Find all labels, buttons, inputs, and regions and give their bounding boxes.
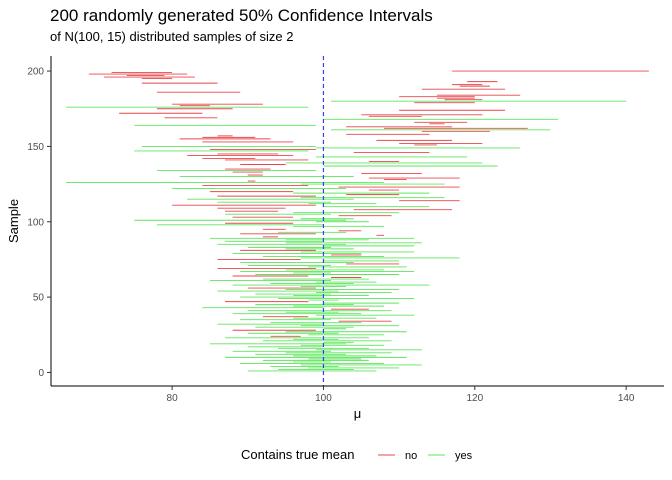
x-tick-label-100: 100 — [315, 393, 332, 404]
x-tick-label-120: 120 — [466, 393, 483, 404]
x-tick-label-140: 140 — [618, 393, 635, 404]
y-axis-title: Sample — [6, 199, 21, 243]
y-axis-ticks: 0 50 100 150 200 — [27, 67, 51, 379]
x-tick-label-80: 80 — [167, 393, 179, 404]
y-tick-label-200: 200 — [27, 67, 44, 78]
y-tick-label-150: 150 — [27, 142, 44, 153]
legend-label-yes: yes — [455, 450, 473, 462]
y-tick-label-0: 0 — [38, 368, 44, 379]
y-tick-label-50: 50 — [33, 293, 45, 304]
chart-subtitle: of N(100, 15) distributed samples of siz… — [50, 29, 294, 44]
legend-label-no: no — [405, 450, 417, 462]
y-tick-label-100: 100 — [27, 217, 44, 228]
interval-layer — [66, 70, 649, 372]
legend: Contains true mean no yes — [241, 447, 473, 462]
chart-title: 200 randomly generated 50% Confidence In… — [50, 6, 433, 25]
legend-title: Contains true mean — [241, 447, 354, 462]
x-axis-ticks: 80 100 120 140 — [167, 386, 635, 404]
x-axis-title: μ — [354, 406, 362, 421]
